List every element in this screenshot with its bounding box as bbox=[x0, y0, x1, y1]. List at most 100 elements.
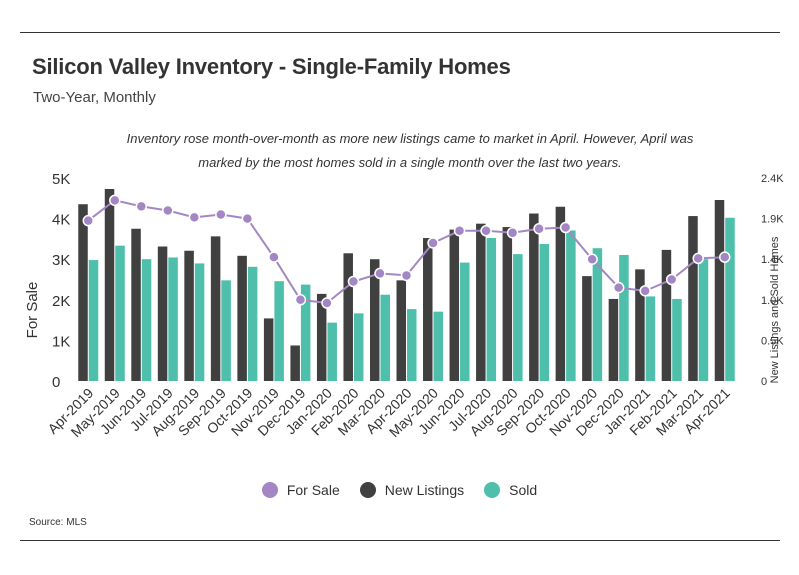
bar-sold bbox=[194, 263, 205, 381]
point-for-sale bbox=[586, 253, 598, 265]
point-for-sale bbox=[188, 211, 201, 224]
bar-sold bbox=[300, 284, 311, 381]
point-for-sale bbox=[612, 281, 625, 294]
left-axis-title: For Sale bbox=[24, 282, 41, 339]
annotation-line-2: marked by the most homes sold in a singl… bbox=[198, 155, 622, 170]
bar-sold bbox=[513, 254, 523, 381]
bar-new-listings bbox=[608, 298, 619, 381]
bar-sold bbox=[460, 262, 470, 381]
bar-new-listings bbox=[502, 227, 513, 381]
left-axis-tick: 1K bbox=[52, 333, 70, 350]
right-axis-tick: 2.4K bbox=[761, 173, 784, 185]
right-axis-tick: 1.4K bbox=[761, 254, 784, 266]
left-axis-tick: 2K bbox=[52, 293, 70, 310]
chart-title: Silicon Valley Inventory - Single-Family… bbox=[32, 54, 511, 79]
point-for-sale bbox=[718, 251, 731, 263]
bar-sold bbox=[539, 243, 550, 381]
left-axis-tick: 0 bbox=[52, 374, 60, 391]
bar-new-listings bbox=[104, 188, 115, 381]
bar-sold bbox=[486, 238, 497, 381]
bar-new-listings bbox=[237, 255, 247, 381]
point-for-sale bbox=[215, 208, 227, 221]
point-for-sale bbox=[321, 297, 333, 309]
bar-sold bbox=[115, 245, 125, 381]
bar-sold bbox=[221, 280, 231, 381]
bar-new-listings bbox=[635, 269, 645, 381]
right-axis-tick: 0 bbox=[761, 376, 767, 388]
point-for-sale bbox=[82, 214, 95, 227]
right-axis-tick: 1.0K bbox=[761, 295, 784, 307]
point-for-sale bbox=[400, 269, 413, 282]
left-axis-tick: 5K bbox=[52, 171, 70, 188]
bar-sold bbox=[353, 313, 364, 381]
point-for-sale bbox=[639, 285, 651, 297]
bar-sold bbox=[168, 257, 178, 381]
right-axis-tick: 0.5K bbox=[761, 335, 784, 347]
bar-new-listings bbox=[714, 199, 725, 381]
bar-new-listings bbox=[476, 223, 486, 381]
legend-item-sold: Sold bbox=[484, 482, 537, 498]
point-for-sale bbox=[374, 267, 386, 280]
bar-new-listings bbox=[396, 280, 406, 381]
bar-sold bbox=[433, 311, 444, 381]
chart-annotation: Inventory rose month-over-month as more … bbox=[110, 127, 710, 175]
point-for-sale bbox=[162, 204, 174, 217]
bar-sold bbox=[327, 322, 337, 381]
legend-label-sold: Sold bbox=[509, 482, 538, 498]
bar-new-listings bbox=[661, 249, 672, 381]
chart-legend: For Sale New Listings Sold bbox=[0, 482, 799, 498]
bar-new-listings bbox=[688, 216, 698, 381]
point-for-sale bbox=[241, 212, 254, 225]
bar-new-listings bbox=[582, 276, 592, 381]
point-for-sale bbox=[692, 252, 704, 265]
legend-item-new-listings: New Listings bbox=[359, 482, 465, 498]
point-for-sale bbox=[533, 223, 545, 235]
right-axis-tick: 1.9K bbox=[761, 214, 784, 226]
bar-new-listings bbox=[131, 228, 141, 381]
bar-sold bbox=[141, 259, 152, 381]
chart-subtitle: Two-Year, Monthly bbox=[33, 89, 156, 106]
bar-sold bbox=[88, 260, 99, 381]
bar-new-listings bbox=[78, 204, 88, 381]
bar-new-listings bbox=[555, 206, 566, 381]
bar-new-listings bbox=[263, 318, 274, 381]
point-for-sale bbox=[135, 200, 148, 213]
legend-swatch-new-listings bbox=[359, 482, 376, 498]
point-for-sale bbox=[294, 294, 307, 306]
bar-sold bbox=[407, 309, 417, 381]
point-for-sale bbox=[347, 275, 360, 288]
source-note: Source: MLS bbox=[29, 517, 87, 528]
point-for-sale bbox=[268, 251, 280, 263]
left-axis-tick: 3K bbox=[52, 252, 70, 269]
annotation-line-1: Inventory rose month-over-month as more … bbox=[126, 131, 694, 146]
bar-sold bbox=[725, 217, 735, 381]
legend-label-for-sale: For Sale bbox=[286, 482, 340, 498]
bar-sold bbox=[380, 294, 390, 381]
point-for-sale bbox=[559, 221, 572, 234]
bottom-rule bbox=[20, 540, 780, 541]
point-for-sale bbox=[109, 194, 121, 207]
top-rule bbox=[20, 32, 780, 33]
bar-sold bbox=[274, 281, 284, 381]
bar-sold bbox=[672, 298, 682, 381]
bar-sold bbox=[698, 259, 709, 381]
bar-sold bbox=[247, 266, 258, 381]
bar-new-listings bbox=[449, 229, 460, 381]
bar-sold bbox=[619, 254, 629, 381]
bar-new-listings bbox=[369, 259, 380, 381]
bar-sold bbox=[645, 296, 656, 381]
point-for-sale bbox=[427, 237, 439, 249]
bar-new-listings bbox=[343, 253, 353, 381]
legend-label-new-listings: New Listings bbox=[384, 482, 465, 498]
bar-new-listings bbox=[423, 238, 433, 381]
legend-swatch-sold bbox=[484, 482, 501, 498]
point-for-sale bbox=[665, 273, 678, 286]
left-axis-tick: 4K bbox=[52, 212, 70, 229]
point-for-sale bbox=[453, 225, 466, 237]
bar-new-listings bbox=[316, 293, 327, 381]
line-for-sale bbox=[87, 199, 725, 305]
bar-new-listings bbox=[290, 345, 300, 381]
bar-new-listings bbox=[184, 250, 194, 381]
legend-item-for-sale: For Sale bbox=[261, 482, 340, 498]
